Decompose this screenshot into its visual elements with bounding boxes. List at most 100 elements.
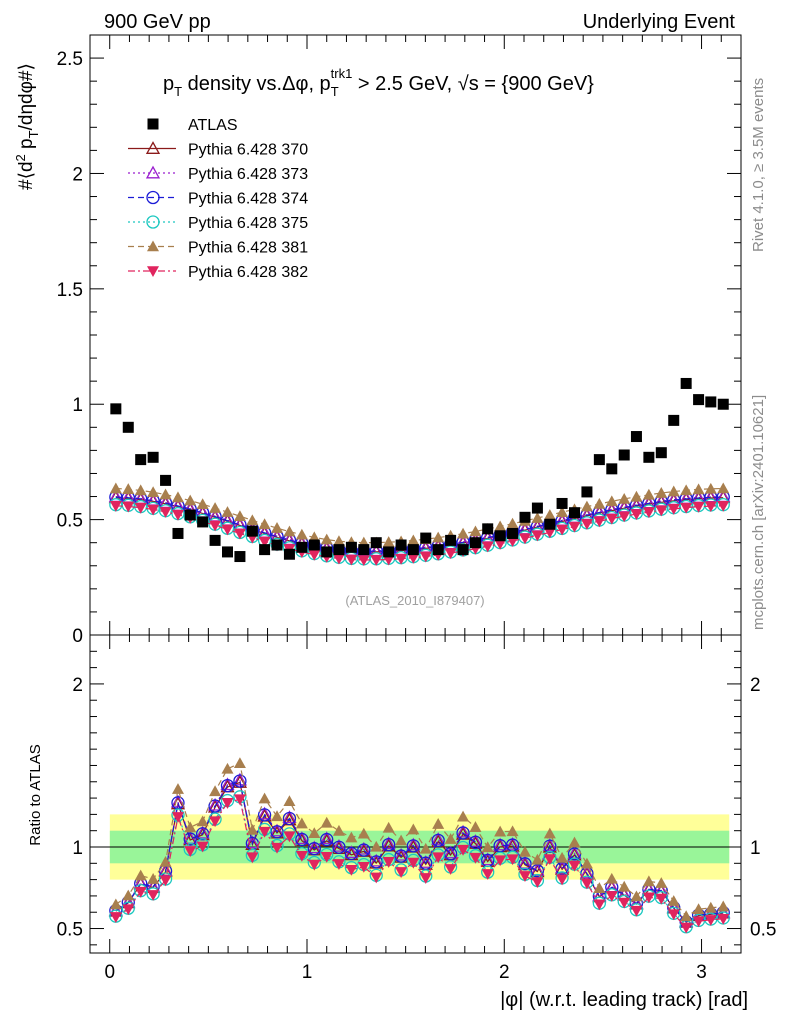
y-tick-label: 1.5	[57, 280, 83, 301]
mc-ratio-point	[308, 859, 321, 871]
mc-point	[357, 555, 370, 566]
mc-ratio-point	[543, 854, 556, 866]
mc-ratio-point	[282, 810, 297, 823]
legend-entry: Pythia 6.428 382	[128, 264, 308, 281]
title-sub-a: T	[174, 84, 182, 99]
mc-point	[593, 516, 606, 528]
atlas-data-point	[197, 516, 209, 528]
mc-ratio-point	[481, 869, 494, 880]
plot-title: pT density vs.Δφ, pTtrk1 > 2.5 GeV, √s =…	[163, 66, 594, 99]
ratio-y-tick-label-left: 1	[72, 838, 83, 859]
atlas-data-point	[717, 398, 729, 410]
mc-ratio-point	[320, 851, 333, 863]
mc-ratio-point	[295, 850, 308, 862]
mc-point	[630, 509, 643, 521]
mc-point	[556, 506, 569, 518]
atlas-data-point	[147, 451, 159, 463]
mc-ratio-point	[407, 857, 420, 869]
mc-ratio-point	[257, 808, 272, 822]
mc-ratio-point	[209, 785, 222, 797]
y-tick-label: 1	[72, 395, 83, 416]
mc-ratio-point	[580, 878, 593, 890]
mc-ratio-point	[717, 913, 730, 925]
mc-ratio-point	[357, 843, 371, 857]
main-plot-panel: 00.511.522.5 (ATLAS_2010_I879407) pT den…	[13, 34, 742, 647]
mc-ratio-point	[667, 909, 680, 921]
mc-point	[680, 502, 693, 514]
mc-ratio-point	[531, 877, 544, 889]
mc-ratio-point	[443, 845, 458, 859]
atlas-data-point	[358, 544, 370, 556]
atlas-data-point	[321, 546, 333, 558]
mc-point	[556, 524, 569, 536]
mc-ratio-point	[481, 841, 494, 853]
mc-point	[147, 486, 160, 498]
mc-ratio-point	[506, 825, 519, 837]
mc-ratio-point	[655, 877, 668, 888]
atlas-data-point	[221, 546, 233, 558]
legend-marker	[147, 240, 159, 252]
legend-label: Pythia 6.428 373	[188, 166, 308, 183]
mc-ratio-point	[531, 853, 544, 865]
atlas-data-point	[507, 527, 519, 539]
legend-label: Pythia 6.428 374	[188, 191, 308, 208]
mc-ratio-point	[432, 852, 445, 864]
ylabel-b: p	[16, 138, 37, 154]
mc-ratio-point	[295, 832, 309, 847]
atlas-data-point	[407, 544, 419, 556]
x-tick-label: 2	[499, 962, 510, 983]
mc-ratio-point	[580, 857, 593, 869]
mc-point	[717, 482, 730, 494]
mc-ratio-point	[122, 889, 135, 901]
mc-point	[642, 488, 655, 500]
mc-ratio-point	[618, 897, 631, 909]
mc-point	[159, 488, 172, 500]
mc-point	[506, 517, 519, 529]
mc-ratio-point	[419, 873, 432, 884]
mc-point	[618, 511, 631, 523]
atlas-data-point	[420, 532, 432, 544]
legend-label: Pythia 6.428 381	[188, 240, 308, 257]
atlas-data-point	[544, 518, 556, 530]
legend-label: Pythia 6.428 370	[188, 142, 308, 159]
mc-ratio-point	[282, 811, 297, 826]
mc-point	[122, 501, 135, 513]
mc-point	[233, 510, 246, 522]
mc-ratio-point	[307, 842, 321, 856]
x-axis-label: |φ| (w.r.t. leading track) [rad]	[500, 989, 748, 1011]
atlas-data-point	[469, 537, 481, 549]
atlas-data-point	[482, 523, 494, 535]
title-part-a: p	[163, 73, 174, 95]
mc-ratio-point	[369, 853, 384, 867]
mc-ratio-point	[370, 872, 383, 884]
mc-point	[209, 502, 222, 513]
atlas-data-point	[283, 548, 295, 560]
atlas-data-point	[630, 431, 642, 443]
mc-ratio-point	[518, 845, 531, 857]
atlas-data-point	[122, 421, 134, 433]
ratio-plot-panel: 0 1 2 3 0.5 0.5 1 1 2 2 Ratio to ATLAS	[27, 628, 776, 983]
mc-ratio-point	[195, 825, 210, 839]
atlas-data-point	[395, 539, 407, 551]
mc-ratio-point	[457, 810, 470, 822]
mc-ratio-point	[506, 854, 519, 866]
mc-point	[407, 534, 420, 546]
mc-point	[320, 533, 333, 545]
atlas-data-point	[606, 463, 618, 475]
legend: ATLAS Pythia 6.428 370 Pythia 6.428 373 Pyt…	[128, 117, 308, 281]
mc-point	[680, 484, 693, 496]
mc-point	[531, 530, 544, 542]
mc-ratio-point	[319, 831, 334, 845]
atlas-data-point	[234, 551, 246, 563]
mc-point	[655, 505, 668, 517]
mc-ratio-point	[717, 900, 730, 912]
atlas-data-point	[494, 530, 506, 542]
x-tick-label: 1	[302, 962, 313, 983]
mc-ratio-point	[209, 816, 222, 828]
mc-ratio-point	[418, 855, 433, 868]
mc-point	[605, 513, 618, 525]
mc-ratio-point	[444, 833, 457, 844]
mc-ratio-point	[469, 821, 482, 832]
mc-ratio-point	[344, 846, 359, 861]
mc-ratio-point	[568, 836, 581, 848]
